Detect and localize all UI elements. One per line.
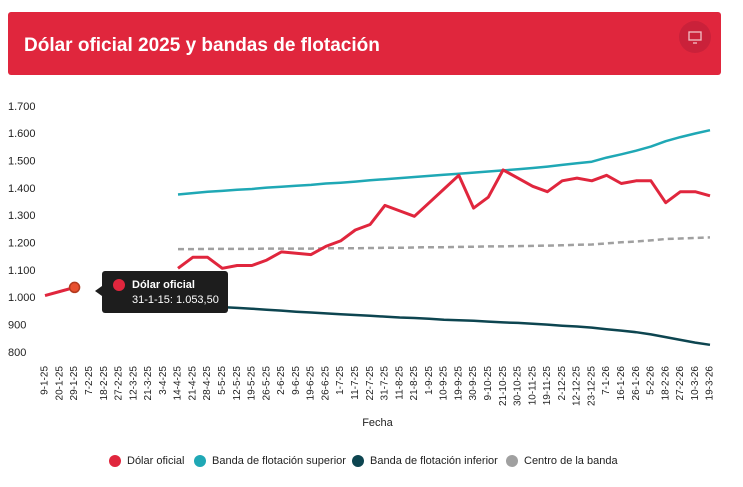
- y-tick-label: 1.000: [8, 292, 36, 304]
- x-tick-label: 21-10-25: [498, 366, 509, 406]
- chart-title: Dólar oficial 2025 y bandas de flotación: [24, 35, 380, 56]
- x-tick-label: 5-2-26: [646, 366, 657, 395]
- x-tick-label: 31-7-25: [380, 366, 391, 401]
- legend-swatch: [109, 455, 121, 467]
- y-tick-label: 1.700: [8, 101, 36, 113]
- series-line: [177, 128, 711, 196]
- legend-item[interactable]: Dólar oficial: [109, 455, 184, 467]
- x-tick-label: 10-9-25: [439, 366, 450, 401]
- display-button[interactable]: [679, 21, 711, 53]
- x-tick-label: 1-9-25: [424, 366, 435, 395]
- x-tick-label: 12-12-25: [572, 366, 583, 406]
- x-tick-label: 14-4-25: [173, 366, 184, 401]
- legend-label: Dólar oficial: [127, 455, 184, 467]
- y-tick-label: 1.600: [8, 128, 36, 140]
- y-tick-label: 1.100: [8, 265, 36, 277]
- x-tick-label: 28-4-25: [202, 366, 213, 401]
- x-tick-label: 16-1-26: [616, 366, 627, 401]
- x-tick-label: 19-3-26: [705, 366, 716, 401]
- legend-item[interactable]: Banda de flotación inferior: [352, 455, 498, 467]
- x-tick-label: 27-2-25: [114, 366, 125, 401]
- x-tick-label: 2-6-25: [276, 366, 287, 395]
- header-bar: [8, 12, 721, 75]
- x-tick-label: 18-2-26: [660, 366, 671, 401]
- tooltip-series: Dólar oficial: [132, 279, 195, 291]
- tooltip-box: [102, 271, 228, 313]
- x-tick-label: 11-7-25: [350, 366, 361, 400]
- x-tick-label: 1-7-25: [335, 366, 346, 395]
- x-tick-label: 30-10-25: [513, 366, 524, 406]
- x-tick-label: 21-8-25: [409, 366, 420, 401]
- x-tick-label: 26-5-25: [261, 366, 272, 401]
- series-line: [177, 302, 711, 347]
- hover-point: [68, 281, 81, 294]
- x-tick-label: 10-11-25: [527, 366, 538, 406]
- legend-label: Banda de flotación inferior: [370, 455, 498, 467]
- x-axis-title: Fecha: [362, 417, 393, 429]
- x-tick-label: 12-3-25: [128, 366, 139, 401]
- y-tick-label: 1.300: [8, 210, 36, 222]
- x-tick-label: 19-6-25: [306, 366, 317, 401]
- x-tick-label: 19-11-25: [542, 366, 553, 406]
- legend-item[interactable]: Centro de la banda: [506, 455, 618, 467]
- x-tick-label: 19-5-25: [247, 366, 258, 401]
- tooltip-arrow: [95, 286, 102, 296]
- x-tick-label: 10-3-26: [690, 366, 701, 401]
- x-tick-label: 30-9-25: [468, 366, 479, 401]
- x-tick-label: 26-1-26: [631, 366, 642, 401]
- x-tick-label: 18-2-25: [99, 366, 110, 401]
- legend-label: Centro de la banda: [524, 455, 618, 467]
- x-tick-label: 12-5-25: [232, 366, 243, 401]
- x-tick-label: 21-4-25: [187, 366, 198, 401]
- x-tick-label: 26-6-25: [320, 366, 331, 401]
- y-tick-label: 800: [8, 347, 26, 359]
- x-tick-label: 3-4-25: [158, 366, 169, 395]
- x-tick-label: 20-1-25: [54, 366, 65, 401]
- x-tick-label: 29-1-25: [69, 366, 80, 401]
- legend-swatch: [194, 455, 206, 467]
- x-tick-label: 7-1-26: [601, 366, 612, 395]
- x-tick-label: 2-12-25: [557, 366, 568, 401]
- x-tick-label: 9-6-25: [291, 366, 302, 395]
- x-tick-label: 23-12-25: [586, 366, 597, 406]
- x-tick-label: 22-7-25: [365, 366, 376, 401]
- legend-swatch: [352, 455, 364, 467]
- x-tick-label: 27-2-26: [675, 366, 686, 401]
- legend-label: Banda de flotación superior: [212, 455, 346, 467]
- tooltip: Dólar oficial 31-1-15: 1.053,50: [95, 271, 228, 313]
- y-tick-label: 1.500: [8, 156, 36, 168]
- x-tick-label: 21-3-25: [143, 366, 154, 401]
- legend-swatch: [506, 455, 518, 467]
- x-tick-label: 7-2-25: [84, 366, 95, 395]
- x-tick-label: 11-8-25: [394, 366, 405, 400]
- x-tick-label: 9-1-25: [40, 366, 51, 395]
- legend-item[interactable]: Banda de flotación superior: [194, 455, 346, 467]
- tooltip-swatch: [113, 279, 125, 291]
- x-tick-label: 5-5-25: [217, 366, 228, 395]
- tooltip-value: 31-1-15: 1.053,50: [132, 294, 219, 306]
- y-tick-label: 1.200: [8, 238, 36, 250]
- y-tick-label: 1.400: [8, 183, 36, 195]
- x-tick-label: 19-9-25: [453, 366, 464, 401]
- series-line: [178, 236, 711, 251]
- y-tick-label: 900: [8, 320, 26, 332]
- x-tick-label: 9-10-25: [483, 366, 494, 401]
